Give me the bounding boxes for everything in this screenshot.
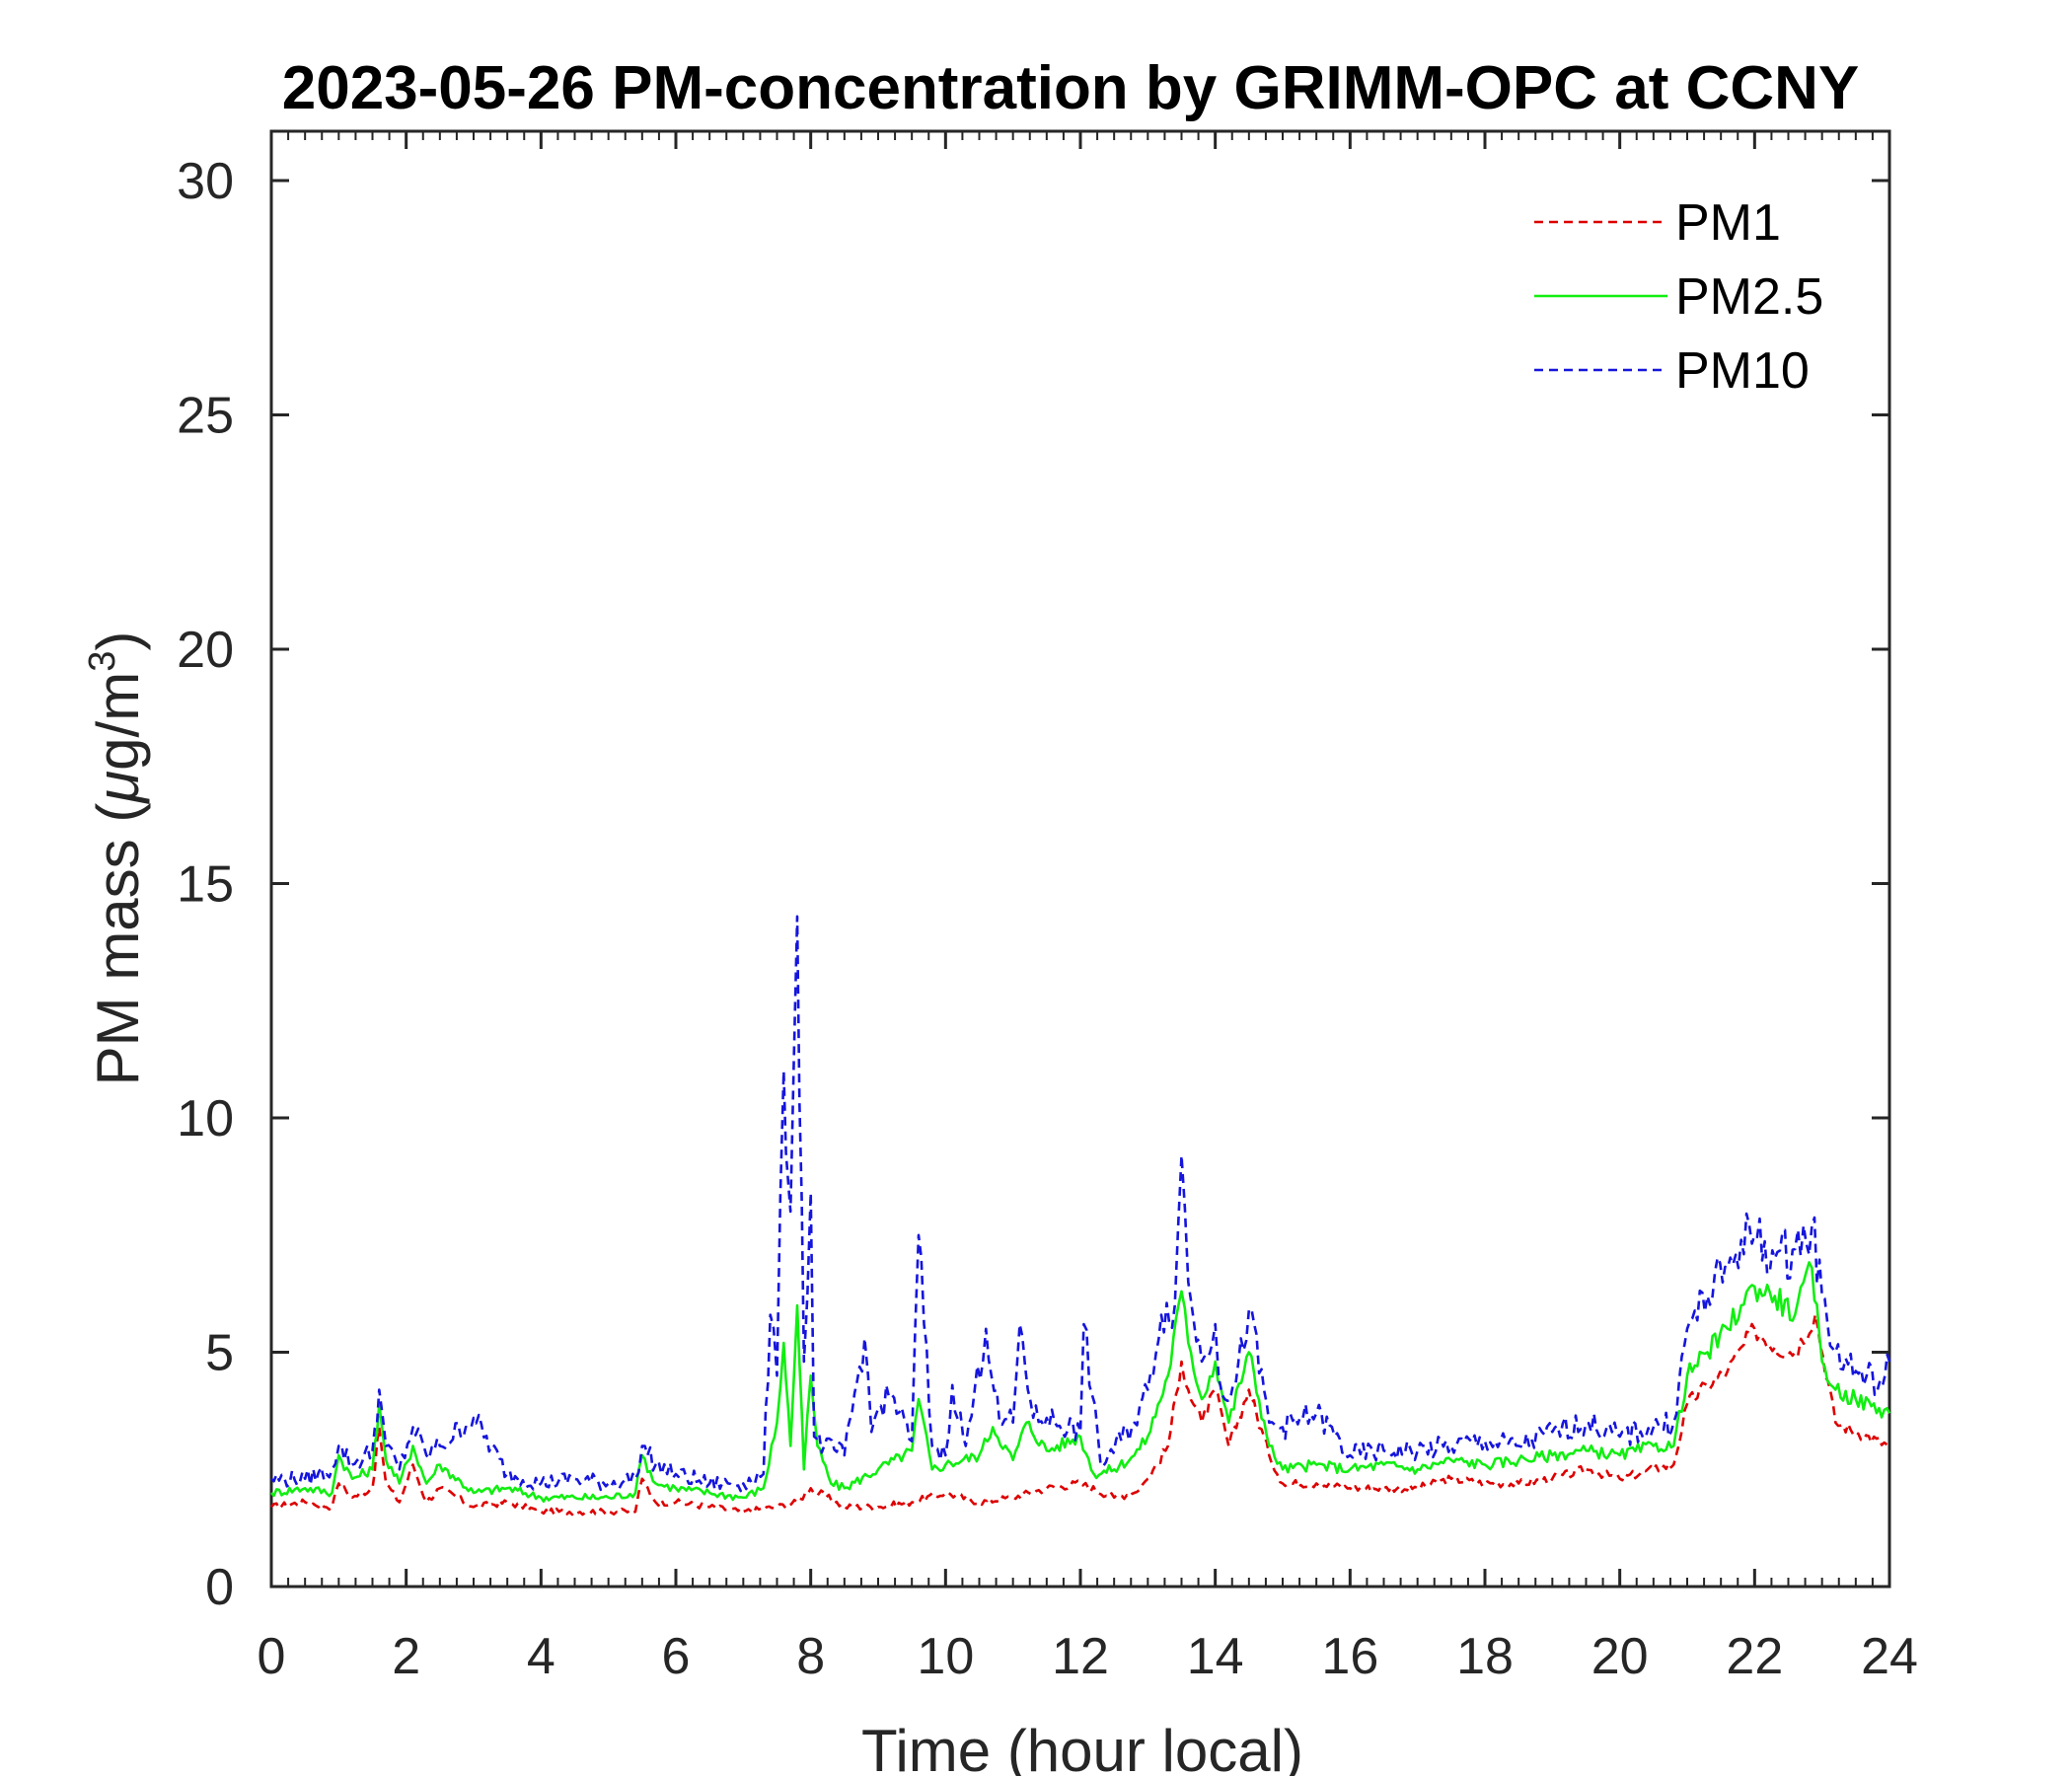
x-tick-label: 18 bbox=[1456, 1628, 1514, 1685]
y-axis-label-mu: μ bbox=[85, 771, 151, 805]
y-axis-label: PM mass (μg/m3) bbox=[82, 631, 151, 1086]
legend-label-pm25: PM2.5 bbox=[1675, 268, 1823, 326]
y-tick-label: 10 bbox=[177, 1090, 234, 1147]
x-tick-label: 8 bbox=[796, 1628, 825, 1685]
x-tick-label: 16 bbox=[1321, 1628, 1378, 1685]
y-axis-label-close: ) bbox=[85, 631, 151, 651]
x-tick-label: 20 bbox=[1591, 1628, 1649, 1685]
y-tick-label: 20 bbox=[177, 622, 234, 679]
y-tick-label: 5 bbox=[205, 1325, 234, 1382]
series-lines bbox=[270, 915, 1891, 1517]
x-tick-label: 24 bbox=[1861, 1628, 1918, 1685]
y-axis-label-superscript: 3 bbox=[82, 651, 123, 672]
x-axis-label: Time (hour local) bbox=[861, 1718, 1303, 1776]
x-tick-label: 14 bbox=[1187, 1628, 1244, 1685]
y-tick-labels: 0 5 10 15 20 25 30 bbox=[177, 153, 234, 1616]
x-tick-label: 10 bbox=[917, 1628, 974, 1685]
y-tick-label: 15 bbox=[177, 856, 234, 914]
legend: PM1 PM2.5 PM10 bbox=[1534, 194, 1823, 400]
series-line-pm25 bbox=[270, 1261, 1891, 1503]
y-tick-label: 25 bbox=[177, 388, 234, 445]
x-tick-label: 6 bbox=[662, 1628, 691, 1685]
y-axis-label-unit: g/m bbox=[85, 672, 151, 771]
chart-title: 2023-05-26 PM-concentration by GRIMM-OPC… bbox=[282, 54, 1860, 122]
legend-label-pm1: PM1 bbox=[1675, 194, 1781, 252]
x-tick-labels: 0 2 4 6 8 10 12 14 16 18 20 22 24 bbox=[258, 1628, 1918, 1685]
x-tick-label: 12 bbox=[1052, 1628, 1109, 1685]
y-axis-label-main: PM mass ( bbox=[85, 803, 151, 1086]
series-line-pm10 bbox=[270, 915, 1891, 1493]
series-line-pm1 bbox=[270, 1313, 1890, 1517]
x-tick-label: 0 bbox=[258, 1628, 286, 1685]
y-tick-label: 0 bbox=[205, 1559, 234, 1616]
plot-area bbox=[269, 129, 1891, 1589]
x-tick-label: 4 bbox=[527, 1628, 555, 1685]
legend-label-pm10: PM10 bbox=[1675, 342, 1810, 400]
major-ticks bbox=[269, 131, 1891, 1589]
x-tick-label: 22 bbox=[1726, 1628, 1783, 1685]
x-tick-label: 2 bbox=[392, 1628, 420, 1685]
y-tick-label: 30 bbox=[177, 153, 234, 210]
